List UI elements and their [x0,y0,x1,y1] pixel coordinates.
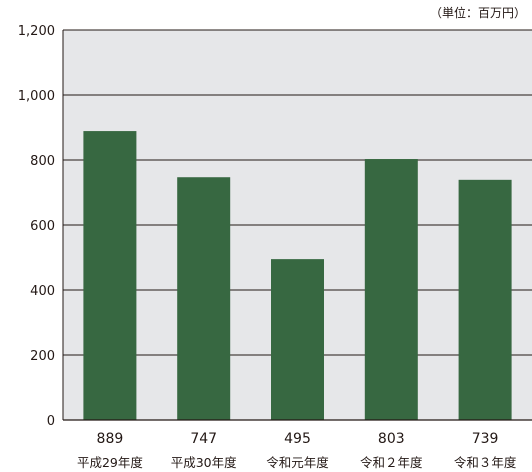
y-tick-label: 0 [47,414,55,429]
y-tick-label: 600 [30,219,55,234]
x-tick-label: 令和３年度 [454,455,517,470]
y-tick-label: 1,000 [18,89,55,104]
value-label: 747 [190,431,217,447]
value-label: 803 [378,431,405,447]
value-label: 889 [97,431,124,447]
bars [83,131,512,420]
y-tick-label: 200 [30,349,55,364]
bar [458,179,512,420]
x-tick-label: 平成29年度 [77,455,143,470]
x-tick-label: 令和２年度 [360,455,423,470]
bar [177,177,231,420]
value-label: 739 [472,431,499,447]
x-tick-label: 平成30年度 [171,455,237,470]
x-tick-label: 令和元年度 [266,455,329,470]
y-tick-label: 800 [30,154,55,169]
bar [271,259,324,420]
bar [364,159,418,420]
y-axis: 0 200 400 600 800 1,000 1,200 [18,24,64,429]
unit-note: （単位：百万円） [430,5,526,20]
x-axis: 889 平成29年度 747 平成30年度 495 令和元年度 803 令和２年度 739 令和３… [63,419,532,470]
y-tick-label: 400 [30,284,55,299]
y-tick-label: 1,200 [18,24,55,39]
bar [83,131,137,420]
value-label: 495 [284,431,311,447]
